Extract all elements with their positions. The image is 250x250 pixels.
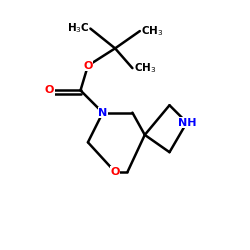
Text: O: O bbox=[83, 61, 92, 71]
Text: N: N bbox=[98, 108, 108, 118]
Text: CH$_3$: CH$_3$ bbox=[134, 61, 156, 75]
Text: O: O bbox=[45, 86, 54, 96]
Text: NH: NH bbox=[178, 118, 196, 128]
Text: O: O bbox=[110, 167, 120, 177]
Text: H$_3$C: H$_3$C bbox=[66, 22, 89, 36]
Text: CH$_3$: CH$_3$ bbox=[141, 24, 164, 38]
